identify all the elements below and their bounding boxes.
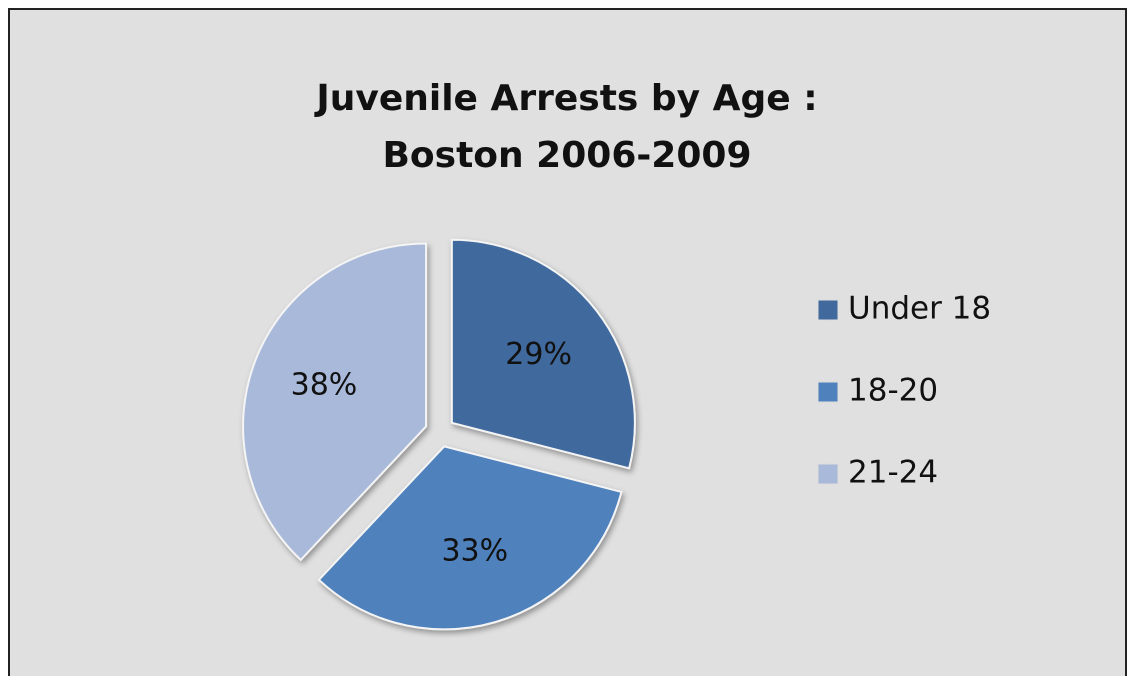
legend-label: 21-24 (848, 455, 938, 491)
data-label: 38% (291, 368, 358, 403)
pie-slice (317, 445, 623, 631)
data-label: 29% (505, 337, 572, 372)
data-label: 33% (441, 533, 508, 568)
pie-slice (450, 238, 636, 470)
pie-slice (242, 242, 428, 562)
legend-swatch (817, 463, 839, 485)
legend-swatch (817, 299, 839, 321)
legend-label: 18-20 (848, 373, 938, 409)
legend-swatch (817, 381, 839, 403)
chart-title: Boston 2006-2009 (382, 135, 751, 176)
legend-label: Under 18 (848, 291, 991, 327)
chart-title: Juvenile Arrests by Age : (313, 78, 817, 119)
